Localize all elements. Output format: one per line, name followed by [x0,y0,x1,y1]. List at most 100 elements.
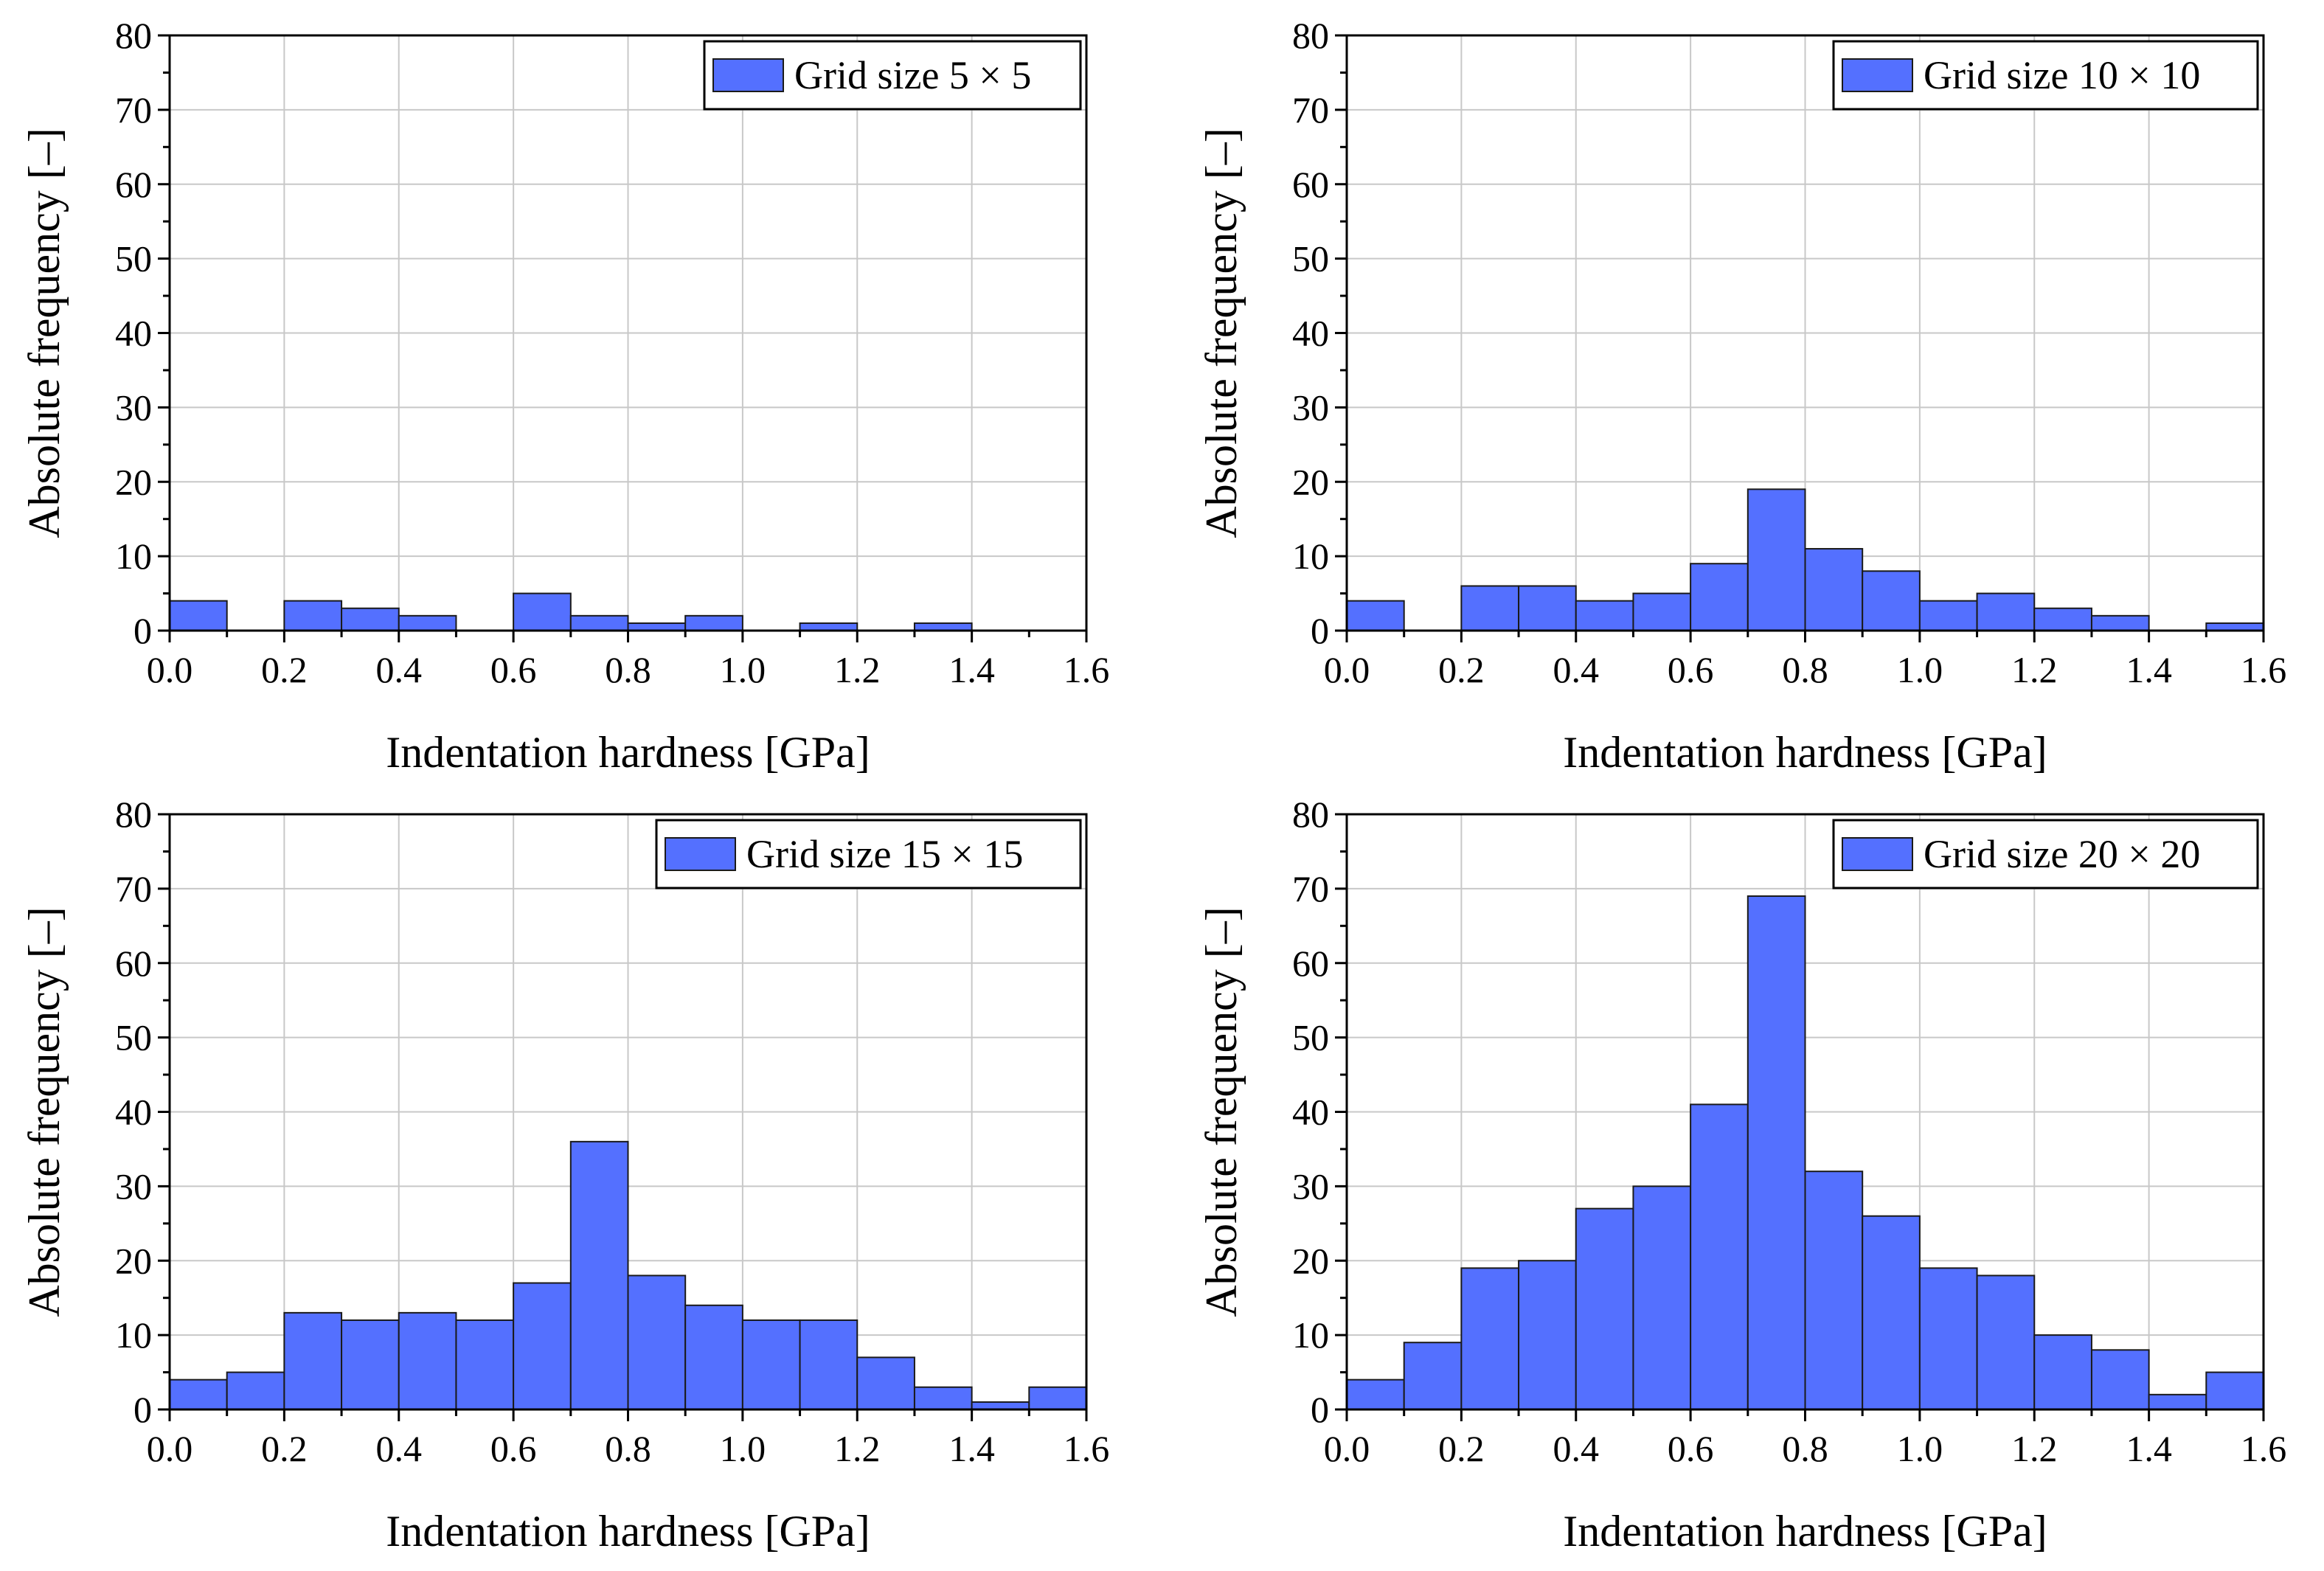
x-tick-label: 0.8 [1782,649,1828,690]
y-tick-label: 50 [1292,238,1329,280]
y-axis-title: Absolute frequency [–] [20,906,69,1317]
histogram-bar [169,1378,228,1411]
legend: Grid size 15 × 15 [655,819,1082,889]
x-tick-label: 1.0 [1897,1428,1943,1469]
histogram-bar [2090,614,2150,632]
x-tick-label: 0.6 [1668,1428,1714,1469]
x-tick-label: 0.0 [147,649,193,690]
histogram-bar [513,592,572,631]
y-tick-label: 80 [1292,794,1329,835]
histogram-bar [1976,592,2036,631]
histogram-bar [1403,1342,1463,1411]
x-tick-label: 1.2 [2011,649,2058,690]
histogram-bar [1346,600,1405,632]
histogram-bar [627,622,687,631]
histogram-bar [684,614,743,632]
x-tick-label: 1.0 [720,649,766,690]
histogram-bar [341,1319,400,1410]
legend: Grid size 20 × 20 [1832,819,2259,889]
legend-label: Grid size 5 × 5 [794,53,1031,97]
y-tick-label: 10 [1292,1314,1329,1356]
legend-swatch [1842,837,1913,871]
y-tick-label: 60 [115,164,152,205]
x-tick-label: 0.2 [261,1428,308,1469]
legend: Grid size 5 × 5 [703,40,1082,111]
legend-label: Grid size 10 × 10 [1924,53,2200,97]
histogram-bar [2205,622,2264,631]
x-tick-label: 1.6 [1064,1428,1110,1469]
y-tick-label: 70 [1292,89,1329,131]
chart-panel-grid-15x15: 0.0 0.2 0.4 0.6 0.8 1.0 1.2 1.4 1.6 0 10 20 30 40 50 60… [20,794,1109,1556]
histogram-bar [1918,600,1978,632]
histogram-bar [169,600,228,632]
y-tick-label: 50 [115,1017,152,1058]
y-tick-label: 40 [115,313,152,354]
y-tick-label: 80 [115,794,152,835]
x-axis-title: Indentation hardness [GPa] [1563,728,2047,777]
x-tick-label: 0.6 [490,649,537,690]
x-tick-label: 1.6 [2241,1428,2287,1469]
y-axis-title: Absolute frequency [–] [1197,128,1246,538]
y-tick-label: 20 [115,1240,152,1281]
legend-swatch [1842,58,1913,92]
histogram-bar [1747,895,1806,1410]
histogram-bar [1862,1215,1921,1410]
x-tick-label: 0.0 [1324,1428,1370,1469]
y-tick-label: 30 [115,386,152,428]
x-axis-title: Indentation hardness [GPa] [386,1507,870,1556]
x-tick-label: 0.8 [605,1428,651,1469]
y-tick-label: 0 [1311,610,1329,651]
y-tick-label: 80 [115,15,152,56]
x-tick-label: 0.4 [376,1428,423,1469]
histogram-bar [398,1311,457,1411]
histogram-bar [455,1319,515,1410]
histogram-bar [1632,1185,1692,1410]
histogram-bar [513,1282,572,1410]
y-tick-label: 0 [133,610,152,651]
x-tick-label: 0.6 [490,1428,537,1469]
histogram-bar [741,1319,801,1410]
histogram-bar [1575,600,1634,632]
x-tick-label: 1.4 [948,1428,995,1469]
x-tick-label: 1.4 [948,649,995,690]
histogram-bar [1976,1275,2036,1411]
x-tick-label: 1.4 [2126,1428,2172,1469]
y-axis-title: Absolute frequency [–] [20,128,69,538]
y-tick-label: 30 [1292,1165,1329,1207]
legend-box [655,819,1082,889]
x-tick-label: 0.2 [1438,649,1485,690]
histogram-bar [913,1386,973,1411]
x-tick-label: 0.8 [605,649,651,690]
y-tick-label: 10 [115,1314,152,1356]
histogram-bar [627,1275,687,1411]
x-tick-label: 0.4 [1553,1428,1600,1469]
y-tick-label: 20 [1292,461,1329,502]
y-tick-label: 50 [1292,1017,1329,1058]
histogram-bar [856,1356,915,1410]
histogram-bar [1804,548,1864,631]
histogram-bar [971,1401,1030,1410]
histogram-bar [569,1140,629,1410]
x-tick-label: 1.4 [2126,649,2172,690]
y-tick-label: 70 [1292,868,1329,909]
x-tick-label: 0.8 [1782,1428,1828,1469]
x-tick-label: 1.2 [834,649,881,690]
x-axis-title: Indentation hardness [GPa] [1563,1507,2047,1556]
chart-panel-grid-20x20: 0.0 0.2 0.4 0.6 0.8 1.0 1.2 1.4 1.6 0 10 20 30 40 50 60… [1197,794,2286,1556]
y-tick-label: 40 [1292,313,1329,354]
histogram-bar [569,614,629,632]
y-tick-label: 60 [1292,164,1329,205]
x-axis-title: Indentation hardness [GPa] [386,728,870,777]
x-tick-label: 0.2 [261,649,308,690]
histogram-bar [1346,1378,1405,1411]
histogram-bar [913,622,973,631]
y-tick-label: 80 [1292,15,1329,56]
histogram-bar [283,1311,343,1411]
y-tick-label: 20 [1292,1240,1329,1281]
chart-panel-grid-10x10: 0.0 0.2 0.4 0.6 0.8 1.0 1.2 1.4 1.6 0 10 20 30 40 50 60… [1197,15,2286,777]
y-tick-label: 70 [115,89,152,131]
x-tick-label: 1.6 [1064,649,1110,690]
histogram-bar [1460,585,1520,631]
y-tick-label: 60 [1292,943,1329,984]
